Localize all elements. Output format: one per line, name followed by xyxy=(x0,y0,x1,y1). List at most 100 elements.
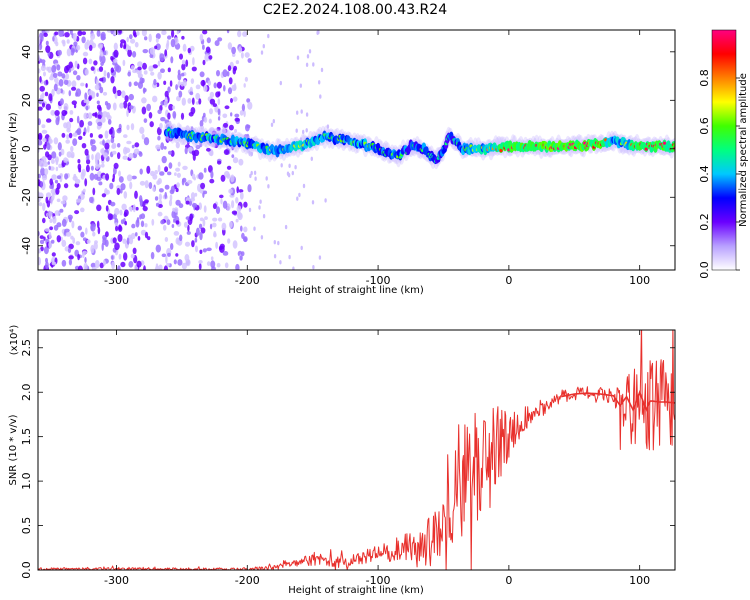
noise-speck xyxy=(181,59,186,65)
noise-speck xyxy=(91,266,97,270)
noise-speck xyxy=(89,172,95,181)
noise-speck xyxy=(111,261,115,270)
noise-speck xyxy=(272,119,275,124)
noise-speck xyxy=(185,59,189,67)
noise-speck xyxy=(210,170,214,179)
noise-speck xyxy=(57,71,63,77)
noise-speck xyxy=(166,219,171,226)
noise-speck xyxy=(237,212,243,221)
noise-speck xyxy=(177,259,183,266)
noise-speck xyxy=(298,192,301,198)
noise-speck xyxy=(76,198,82,203)
noise-speck xyxy=(154,45,158,50)
noise-speck xyxy=(235,263,240,270)
noise-speck xyxy=(231,210,238,215)
noise-speck xyxy=(149,47,156,55)
noise-speck xyxy=(206,147,211,152)
noise-speck xyxy=(63,157,68,163)
noise-speck xyxy=(38,159,42,167)
noise-speck xyxy=(113,42,118,51)
noise-speck xyxy=(122,155,128,160)
noise-speck xyxy=(98,66,104,72)
noise-speck xyxy=(180,112,185,120)
noise-speck xyxy=(59,98,64,106)
noise-speck xyxy=(191,66,197,72)
noise-speck xyxy=(103,70,107,77)
noise-speck xyxy=(233,83,237,91)
noise-speck xyxy=(299,83,302,88)
noise-speck xyxy=(187,224,190,232)
noise-speck xyxy=(228,124,234,131)
noise-speck xyxy=(115,225,119,232)
y-tick-label: 20 xyxy=(20,93,33,107)
noise-speck xyxy=(262,214,266,219)
noise-speck xyxy=(120,219,124,225)
noise-speck xyxy=(294,165,297,170)
noise-speck xyxy=(139,180,146,186)
noise-speck xyxy=(118,176,124,183)
noise-speck xyxy=(101,242,104,251)
noise-speck xyxy=(94,260,100,269)
y-tick-label: 0.5 xyxy=(20,517,33,535)
noise-speck xyxy=(211,266,216,270)
noise-speck xyxy=(163,265,168,270)
noise-speck xyxy=(81,143,87,149)
noise-speck xyxy=(170,185,175,193)
noise-speck xyxy=(143,118,148,123)
noise-speck xyxy=(65,231,72,237)
noise-speck xyxy=(93,173,99,180)
noise-speck xyxy=(134,41,139,48)
noise-speck xyxy=(129,181,133,190)
noise-speck xyxy=(243,201,248,208)
noise-speck xyxy=(86,239,91,244)
noise-speck xyxy=(91,91,96,99)
noise-speck xyxy=(40,246,44,252)
noise-speck xyxy=(54,210,60,216)
noise-speck xyxy=(82,237,87,242)
noise-speck xyxy=(308,49,312,54)
noise-speck xyxy=(213,230,217,237)
noise-speck xyxy=(167,112,171,120)
noise-speck xyxy=(157,164,161,173)
noise-speck xyxy=(64,32,70,38)
noise-speck xyxy=(162,224,167,231)
noise-speck xyxy=(83,99,87,104)
noise-speck xyxy=(224,262,229,269)
x-tick-label: -100 xyxy=(366,274,391,287)
noise-speck xyxy=(81,36,86,44)
noise-speck xyxy=(199,33,204,42)
noise-speck xyxy=(84,257,87,263)
noise-speck xyxy=(90,165,94,171)
noise-speck xyxy=(131,223,136,229)
snr-y-ticks: 0.0 0.5 1.0 1.5 2.0 2.5 xyxy=(20,339,675,579)
noise-speck xyxy=(48,93,53,102)
noise-speck xyxy=(324,198,327,203)
noise-speck xyxy=(51,261,57,266)
noise-speck xyxy=(223,122,228,128)
noise-speck xyxy=(96,104,102,110)
noise-speck xyxy=(240,52,244,59)
noise-speck xyxy=(279,260,282,265)
noise-speck xyxy=(288,163,291,168)
noise-speck xyxy=(181,72,185,77)
noise-speck xyxy=(142,62,147,70)
noise-speck xyxy=(176,172,181,178)
noise-speck xyxy=(167,86,171,93)
noise-speck xyxy=(57,115,60,122)
noise-speck xyxy=(102,237,107,246)
noise-speck xyxy=(185,200,190,205)
noise-speck xyxy=(96,204,102,212)
noise-speck xyxy=(238,189,244,193)
noise-speck xyxy=(57,49,62,56)
noise-speck xyxy=(172,105,176,110)
x-tick-label: -300 xyxy=(104,574,129,587)
noise-speck xyxy=(218,217,223,222)
noise-speck xyxy=(40,65,47,72)
noise-speck xyxy=(172,111,177,119)
noise-speck xyxy=(173,259,177,265)
noise-speck xyxy=(111,255,114,260)
noise-speck xyxy=(45,103,51,111)
noise-speck xyxy=(246,98,251,103)
noise-speck xyxy=(38,257,41,266)
noise-speck xyxy=(97,226,101,235)
